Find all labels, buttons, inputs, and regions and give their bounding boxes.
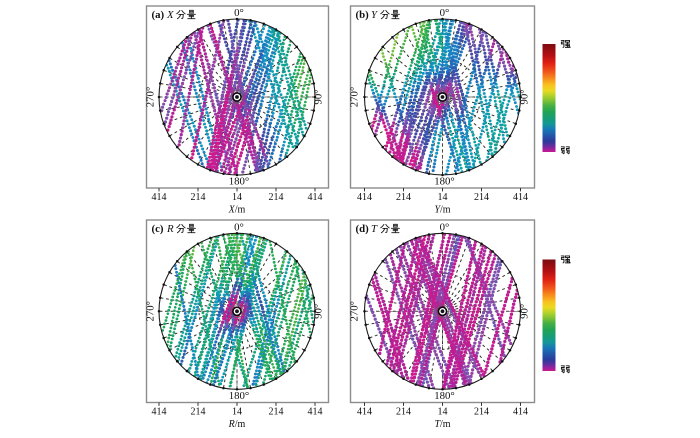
svg-text:14: 14 [232,192,242,203]
svg-text:270°: 270° [349,301,361,322]
svg-text:90°: 90° [313,89,325,104]
svg-text:214: 214 [396,192,411,203]
svg-text:X: X [166,9,174,21]
svg-text:180°: 180° [229,176,250,188]
svg-text:270°: 270° [145,87,157,108]
svg-text:(c): (c) [152,223,164,235]
svg-text:(d): (d) [356,223,370,235]
svg-text:214: 214 [191,192,206,203]
svg-text:0°: 0° [440,221,450,233]
svg-text:214: 214 [269,407,284,418]
svg-text:270°: 270° [145,301,157,322]
svg-text:214: 214 [474,192,489,203]
svg-text:414: 414 [152,407,167,418]
svg-text:T: T [371,223,378,235]
svg-text:0°: 0° [440,7,450,19]
svg-text:414: 414 [513,192,528,203]
svg-text:414: 414 [152,192,167,203]
svg-text:Y/m: Y/m [434,205,450,216]
svg-text:214: 214 [191,407,206,418]
svg-text:90°: 90° [313,304,325,319]
svg-text:180°: 180° [434,176,455,188]
svg-text:214: 214 [396,407,411,418]
svg-text:14: 14 [232,407,242,418]
svg-text:14: 14 [438,407,448,418]
svg-text:214: 214 [269,192,284,203]
svg-text:(b): (b) [356,9,370,21]
svg-text:180°: 180° [434,390,455,402]
svg-text:414: 414 [513,407,528,418]
svg-text:414: 414 [308,192,323,203]
svg-text:90°: 90° [519,304,531,319]
svg-text:T/m: T/m [434,419,450,430]
svg-text:414: 414 [308,407,323,418]
svg-text:R/m: R/m [228,419,246,430]
svg-text:R: R [166,223,174,235]
svg-text:90°: 90° [519,89,531,104]
svg-text:414: 414 [357,407,372,418]
svg-text:0°: 0° [234,7,244,19]
svg-text:214: 214 [474,407,489,418]
svg-text:414: 414 [357,192,372,203]
svg-text:180°: 180° [229,390,250,402]
svg-text:0°: 0° [234,221,244,233]
svg-text:(a): (a) [152,9,165,21]
svg-text:Y: Y [371,9,378,21]
svg-text:X/m: X/m [228,205,246,216]
svg-text:270°: 270° [349,87,361,108]
svg-text:14: 14 [438,192,448,203]
